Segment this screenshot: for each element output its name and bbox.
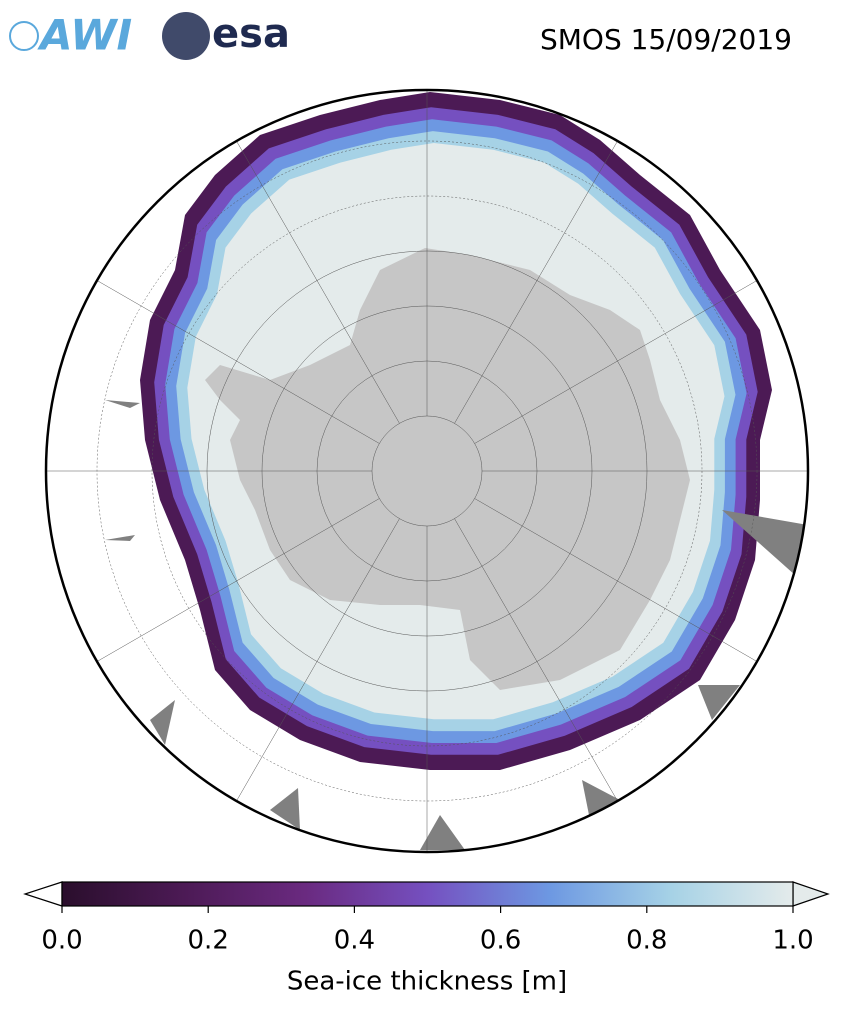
map-title: SMOS 15/09/2019 [540, 23, 792, 56]
esa-logo: esa [212, 11, 290, 57]
land-mass [270, 788, 300, 830]
colorbar-tick-label: 1.0 [772, 926, 813, 956]
colorbar-tick-label: 0.2 [188, 926, 229, 956]
colorbar-tick-label: 0.6 [480, 926, 521, 956]
esa-mark [162, 12, 210, 60]
land-mass [698, 685, 740, 720]
colorbar-tick-label: 0.0 [41, 926, 82, 956]
land-mass [722, 510, 808, 575]
colorbar-tick-label: 0.4 [334, 926, 375, 956]
land-mass [105, 400, 140, 408]
meridian [474, 498, 774, 672]
awi-globe [9, 21, 39, 51]
colorbar-tick-label: 0.8 [626, 926, 667, 956]
meridian [80, 270, 380, 444]
antarctica [205, 248, 690, 690]
extend-low [23, 881, 63, 907]
awi-logo: AWI [37, 11, 132, 60]
map [46, 90, 808, 852]
meridian [454, 124, 628, 424]
land-mass [420, 815, 465, 850]
colorbar: 0.0 0.2 0.4 0.6 0.8 1.0 [23, 881, 830, 956]
meridian [80, 498, 380, 672]
land-mass [150, 700, 175, 745]
colorbar-label: Sea-ice thickness [m] [287, 967, 567, 997]
land-mass [582, 780, 620, 820]
meridian [474, 270, 774, 444]
colorbar-gradient [61, 881, 794, 907]
land-mass [105, 535, 135, 541]
meridian [226, 124, 400, 424]
extend-high [792, 881, 830, 907]
logos: AWI esa [9, 11, 290, 60]
map-boundary [44, 88, 810, 854]
meridian [226, 518, 400, 818]
meridian [454, 518, 628, 818]
